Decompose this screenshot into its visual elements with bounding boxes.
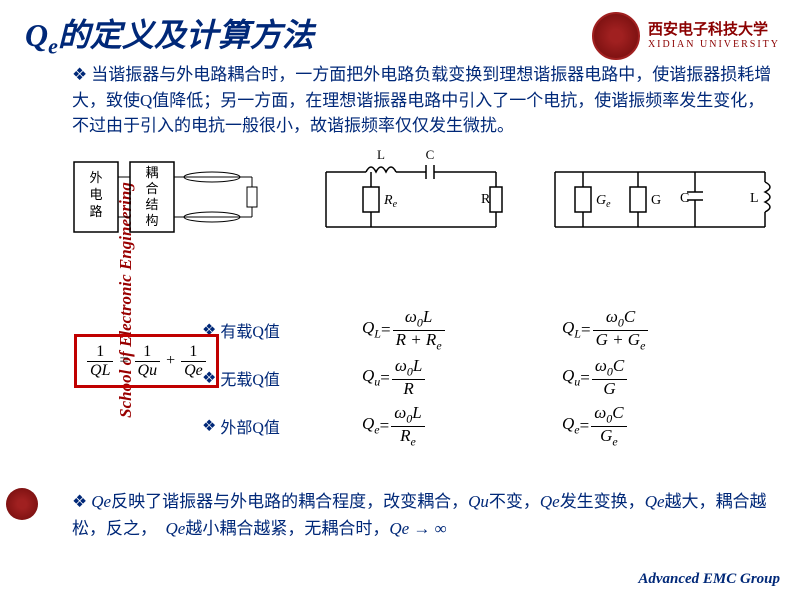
qu-parallel: Qu = ω0CG [562,354,742,402]
q-relation-formula: 1QL = 1Qu + 1Qe [74,334,219,388]
qe-parallel: Qe = ω0CGe [562,402,742,450]
svg-text:L: L [750,191,759,206]
footer-text: Advanced EMC Group [638,571,780,588]
svg-text:外: 外 [89,170,102,185]
logo-en: XIDIAN UNIVERSITY [648,39,780,50]
svg-text:R: R [481,192,491,207]
q-labels-col: ❖有载Q值 ❖无载Q值 ❖外部Q值 [202,306,362,450]
ql-series: QL = ω0LR + Re [362,306,562,354]
title-rest: 的定义及计算方法 [58,17,314,53]
page-title: Qe的定义及计算方法 [25,10,314,59]
diagrams-row: 外 电 路 耦 合 结 构 L C R Re Ge G C L [72,147,780,247]
qe-series: Qe = ω0LRe [362,402,562,450]
svg-text:合: 合 [145,181,158,196]
svg-text:G: G [651,193,661,208]
series-circuit: L C R Re [306,147,526,247]
external-q-label: ❖外部Q值 [202,402,362,450]
svg-text:Re: Re [383,193,398,210]
sidebar-seal-icon [6,488,38,520]
q-formulas: ❖有载Q值 ❖无载Q值 ❖外部Q值 QL = ω0LR + Re Qu = ω0… [202,306,742,450]
logo-seal-icon [592,12,640,60]
logo-cn: 西安电子科技大学 [648,22,780,39]
svg-text:L: L [377,147,385,162]
university-logo: 西安电子科技大学 XIDIAN UNIVERSITY [592,12,780,60]
title-sub: e [48,33,58,58]
block-diagram: 外 电 路 耦 合 结 构 [72,147,292,247]
svg-text:构: 构 [145,213,158,228]
title-var: Q [25,17,48,53]
ql-parallel: QL = ω0CG + Ge [562,306,742,354]
logo-text: 西安电子科技大学 XIDIAN UNIVERSITY [648,22,780,50]
svg-text:Ge: Ge [596,193,611,210]
content-area: ❖当谐振器与外电路耦合时，一方面把外电路负载变换到理想谐振器电路中，使谐振器损耗… [72,62,780,253]
svg-text:耦: 耦 [145,165,158,180]
qu-series: Qu = ω0LR [362,354,562,402]
bullet-icon: ❖ [72,65,87,84]
svg-text:C: C [426,147,435,162]
parallel-formulas-col: QL = ω0CG + Ge Qu = ω0CG Qe = ω0CGe [562,306,742,450]
unloaded-q-label: ❖无载Q值 [202,354,362,402]
svg-text:电: 电 [89,187,102,202]
intro-paragraph: ❖当谐振器与外电路耦合时，一方面把外电路负载变换到理想谐振器电路中，使谐振器损耗… [72,62,780,139]
svg-text:C: C [680,191,689,206]
svg-text:结: 结 [145,197,158,212]
svg-text:路: 路 [89,204,102,219]
intro-text: 当谐振器与外电路耦合时，一方面把外电路负载变换到理想谐振器电路中，使谐振器损耗增… [72,65,771,135]
parallel-circuit: Ge G C L [540,147,780,247]
series-formulas-col: QL = ω0LR + Re Qu = ω0LR Qe = ω0LRe [362,306,562,450]
bottom-paragraph: ❖Qe反映了谐振器与外电路的耦合程度，改变耦合，Qu不变，Qe发生变换，Qe越大… [72,488,780,542]
loaded-q-label: ❖有载Q值 [202,306,362,354]
